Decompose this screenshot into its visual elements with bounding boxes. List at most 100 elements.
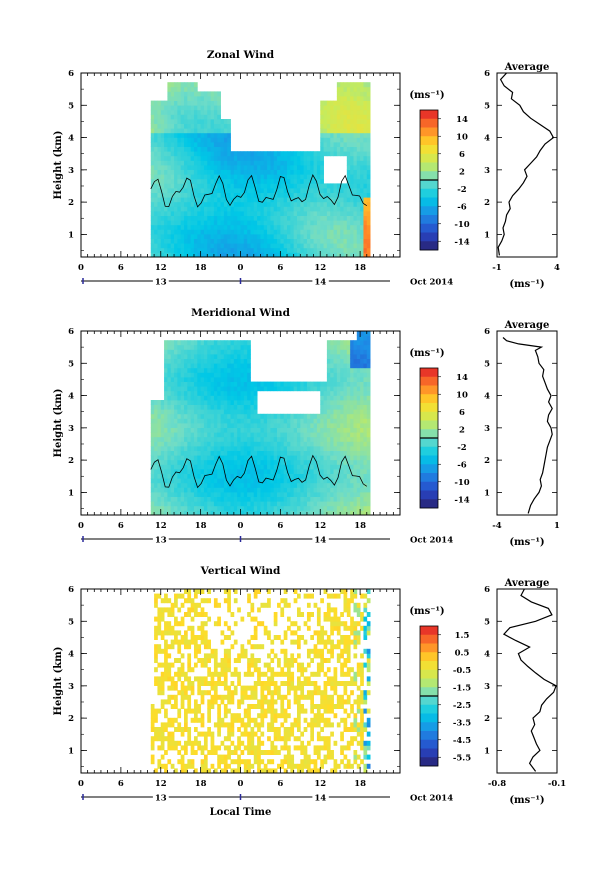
heatmap-cell [157,432,162,438]
heatmap-cell [190,128,195,134]
heatmap-cell [200,105,205,111]
heatmap-cell [180,418,185,424]
heatmap-cell [157,109,162,115]
heatmap-cell [154,178,158,184]
heatmap-cell [237,155,241,161]
heatmap-cell [180,109,185,115]
heatmap-cell [356,192,361,198]
heatmap-cell [356,123,361,129]
heatmap-cell [323,220,328,226]
heatmap-cell [213,409,218,415]
heatmap-cell [160,100,165,106]
heatmap-cell [290,234,295,239]
heatmap-cell [154,100,158,106]
heatmap-cell [263,469,268,474]
heatmap-cell [187,740,192,746]
heatmap-cell [360,132,364,138]
heatmap-cell [164,427,168,433]
heatmap-cell [356,238,361,244]
colorbar-swatch [420,464,438,474]
heatmap-cell [233,354,238,359]
heatmap-cell [210,174,215,180]
heatmap-cell [336,381,341,387]
heatmap-cell [157,662,162,668]
heatmap-cell [184,639,188,645]
heatmap-cell [160,510,165,516]
heatmap-cell [250,501,255,507]
heatmap-cell [243,427,248,433]
heatmap-cell [287,436,291,442]
heatmap-cell [213,455,218,461]
heatmap-cell [160,215,165,221]
heatmap-cell [326,146,331,152]
heatmap-cell [290,381,295,387]
heatmap-cell [346,234,351,239]
heatmap-cell [167,358,172,364]
heatmap-cell [200,676,205,682]
heatmap-cell [336,455,341,461]
heatmap-cell [237,455,241,461]
heatmap-cell [154,188,158,193]
heatmap-cell [197,188,202,193]
heatmap-cell [350,151,354,157]
heatmap-cell [197,91,202,97]
heatmap-cell [353,247,358,253]
heatmap-cell [280,496,285,502]
heatmap-cell [180,505,185,511]
heatmap-cell [283,501,288,507]
heatmap-cell [167,188,172,193]
heatmap-cell [323,478,328,484]
heatmap-cell [280,238,285,244]
heatmap-cell [203,478,208,484]
heatmap-cell [230,436,235,442]
heatmap-cell [223,247,228,253]
heatmap-cell [167,630,172,636]
heatmap-cell [167,667,172,673]
heatmap-cell [174,201,178,207]
heatmap-cell [300,418,305,424]
heatmap-cell [300,197,305,203]
heatmap-cell [240,427,245,433]
heatmap-cell [293,436,298,442]
heatmap-cell [340,151,344,157]
heatmap-cell [203,109,208,115]
heatmap-cell [207,165,211,170]
heatmap-cell [353,123,358,129]
heatmap-cell [293,441,298,447]
heatmap-cell [210,340,215,346]
heatmap-cell [353,91,358,97]
heatmap-cell [340,146,344,152]
heatmap-cell [170,469,175,474]
heatmap-cell [260,243,265,249]
heatmap-cell [237,247,241,253]
heatmap-cell [213,372,218,378]
heatmap-cell [154,713,158,719]
heatmap-cell [180,220,185,226]
heatmap-cell [263,418,268,424]
heatmap-cell [150,450,155,456]
heatmap-cell [343,409,348,415]
heatmap-cell [250,492,255,497]
heatmap-cell [230,215,235,221]
heatmap-cell [203,731,208,737]
heatmap-cell [290,413,295,419]
heatmap-cell [293,492,298,497]
heatmap-cell [197,105,202,111]
heatmap-cell [353,206,358,212]
heatmap-cell [356,109,361,115]
heatmap-cell [233,469,238,474]
heatmap-cell [213,492,218,497]
heatmap-cell [177,82,182,88]
heatmap-cell [193,155,198,161]
heatmap-cell [197,708,202,714]
heatmap-cell [200,128,205,134]
heatmap-cell [223,409,228,415]
heatmap-cell [193,404,198,410]
heatmap-cell [346,381,351,387]
heatmap-cell [247,155,251,161]
heatmap-cell [210,224,215,230]
heatmap-cell [330,400,334,405]
heatmap-cell [366,358,371,364]
heatmap-cell [154,423,158,428]
